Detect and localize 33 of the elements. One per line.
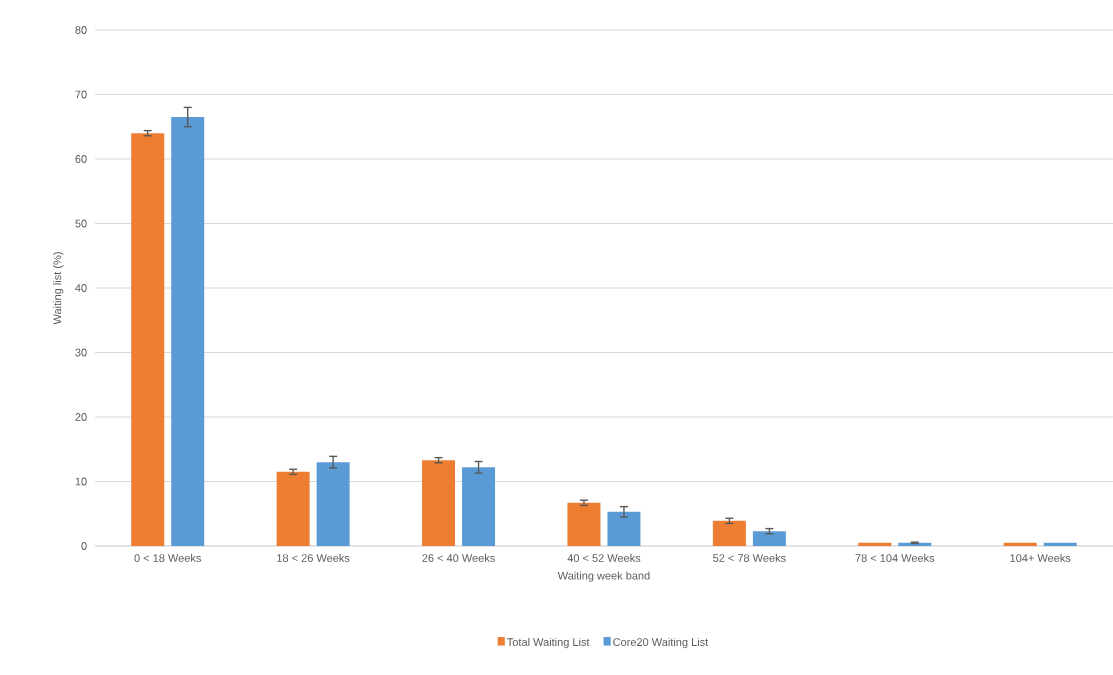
x-tick-label: 104+ Weeks (1010, 553, 1071, 562)
x-tick-label: 26 < 40 Weeks (422, 553, 495, 562)
y-tick-label: 40 (75, 284, 87, 292)
y-tick-label: 70 (75, 90, 87, 99)
legend-label: Total Waiting List (507, 637, 590, 649)
x-tick-label: 40 < 52 Weeks (567, 553, 641, 562)
bar (462, 467, 496, 546)
bar (171, 117, 205, 546)
bar (712, 520, 746, 546)
bar (422, 460, 456, 546)
bar (858, 542, 892, 546)
bar (316, 462, 350, 546)
y-axis-title: Waiting list (%) (53, 252, 64, 325)
y-tick-label: 60 (75, 155, 87, 163)
legend-label: Core20 Waiting List (613, 637, 709, 649)
x-tick-label: 52 < 78 Weeks (713, 553, 786, 562)
y-tick-label: 0 (81, 542, 87, 550)
x-tick-label: 0 < 18 Weeks (134, 553, 201, 562)
y-tick-label: 30 (75, 348, 87, 357)
bar (131, 133, 165, 546)
bar (1003, 542, 1037, 546)
y-tick-label: 50 (75, 219, 87, 228)
bar (567, 502, 601, 546)
y-tick-label: 80 (75, 26, 87, 34)
bar (276, 471, 310, 546)
bar (1043, 542, 1077, 546)
x-axis-title: Waiting week band (557, 571, 650, 582)
x-tick-label: 18 < 26 Weeks (277, 553, 350, 562)
y-tick-label: 20 (75, 413, 87, 421)
bar (607, 511, 641, 546)
y-tick-label: 10 (75, 477, 87, 486)
x-tick-label: 78 < 104 Weeks (855, 553, 935, 562)
bar (752, 531, 786, 546)
